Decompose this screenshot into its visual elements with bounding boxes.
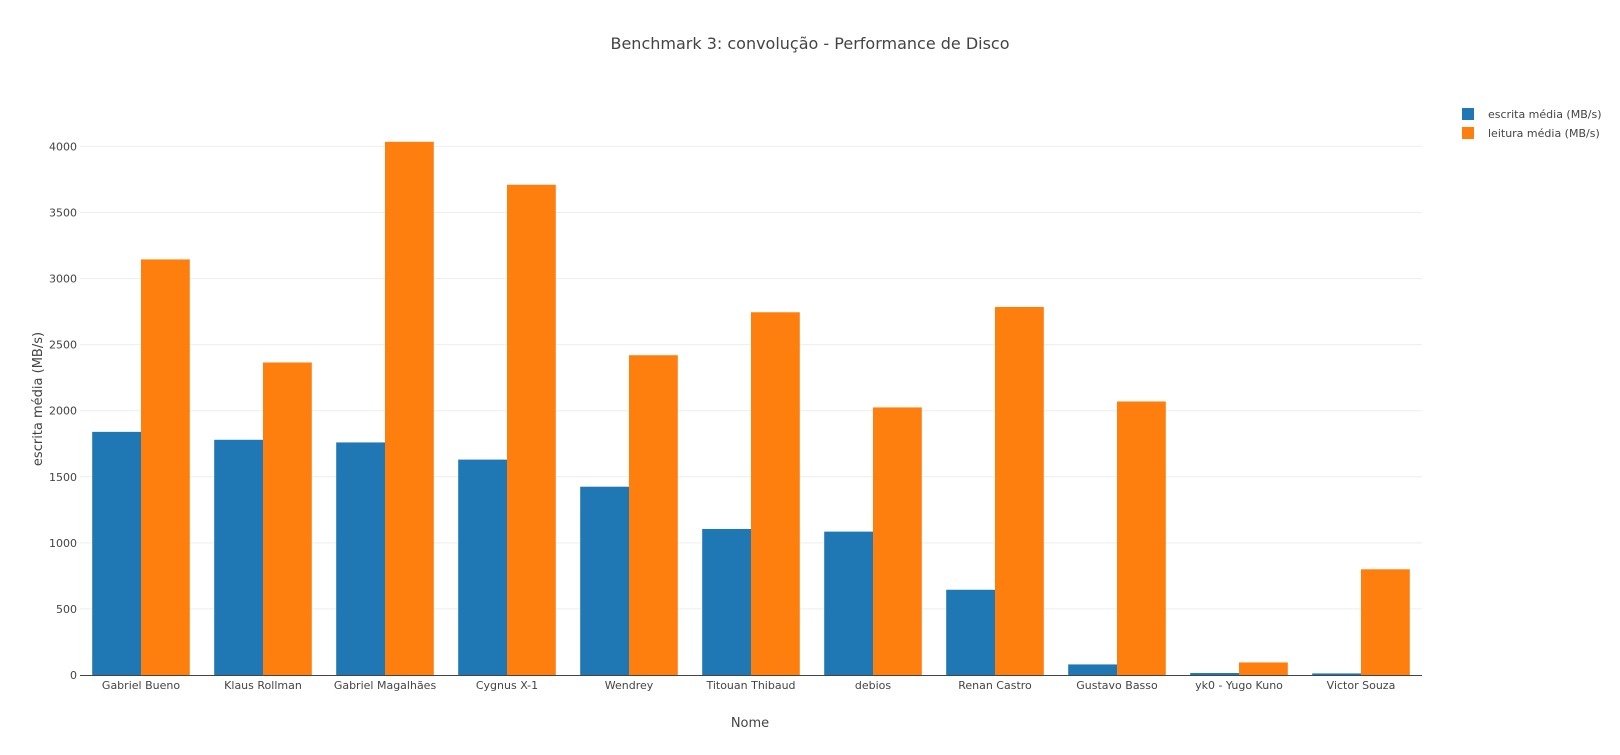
x-tick-label: Gustavo Basso [1076,679,1158,692]
bar-escrita [1312,673,1361,675]
y-tick-label: 3000 [49,273,77,286]
chart-title: Benchmark 3: convolução - Performance de… [610,34,1009,53]
x-tick-label: Renan Castro [958,679,1032,692]
bar-escrita [1190,673,1239,675]
bar-leitura [995,306,1044,675]
bar-leitura [141,259,190,675]
legend-item[interactable]: escrita média (MB/s) [1462,108,1602,121]
bar-leitura [629,355,678,675]
x-tick-labels: Gabriel Bueno Klaus Rollman Gabriel Magalh… [102,679,1395,692]
bar-leitura [263,362,312,675]
bars [92,141,1410,675]
legend[interactable]: escrita média (MB/s) leitura média (MB/s) [1462,108,1602,140]
x-tick-label: Titouan Thibaud [705,679,795,692]
legend-item[interactable]: leitura média (MB/s) [1462,127,1600,140]
x-tick-label: Gabriel Magalhães [334,679,437,692]
bar-leitura [507,184,556,675]
y-tick-label: 2000 [49,405,77,418]
x-axis-title: Nome [731,716,769,731]
y-tick-label: 3500 [49,207,77,220]
bar-escrita [824,531,873,675]
bar-escrita [92,431,141,675]
bar-leitura [751,312,800,675]
bar-escrita [702,528,751,675]
bar-escrita [1068,664,1117,675]
legend-label: escrita média (MB/s) [1488,108,1602,121]
x-tick-label: Klaus Rollman [224,679,302,692]
bar-leitura [385,141,434,675]
legend-label: leitura média (MB/s) [1488,127,1600,140]
bar-escrita [946,589,995,675]
y-tick-label: 1500 [49,471,77,484]
y-tick-labels: 0 500 1000 1500 2000 2500 3000 3500 4000 [49,140,77,682]
x-tick-label: debios [855,679,892,692]
bar-leitura [873,407,922,675]
bar-escrita [336,442,385,675]
y-tick-label: 4000 [49,140,77,153]
x-tick-label: Gabriel Bueno [102,679,180,692]
bar-escrita [214,439,263,675]
y-tick-label: 0 [70,669,77,682]
x-tick-label: yk0 - Yugo Kuno [1195,679,1283,692]
y-tick-label: 1000 [49,537,77,550]
legend-swatch [1462,108,1474,120]
bar-escrita [458,459,507,675]
bar-leitura [1117,401,1166,675]
bar-escrita [580,486,629,675]
x-tick-label: Wendrey [605,679,654,692]
legend-swatch [1462,127,1474,139]
y-tick-label: 500 [56,603,77,616]
y-axis-title: escrita média (MB/s) [31,332,46,466]
y-tick-label: 2500 [49,339,77,352]
x-tick-label: Cygnus X-1 [476,679,538,692]
bar-leitura [1361,569,1410,675]
x-tick-label: Victor Souza [1327,679,1396,692]
bar-leitura [1239,662,1288,675]
